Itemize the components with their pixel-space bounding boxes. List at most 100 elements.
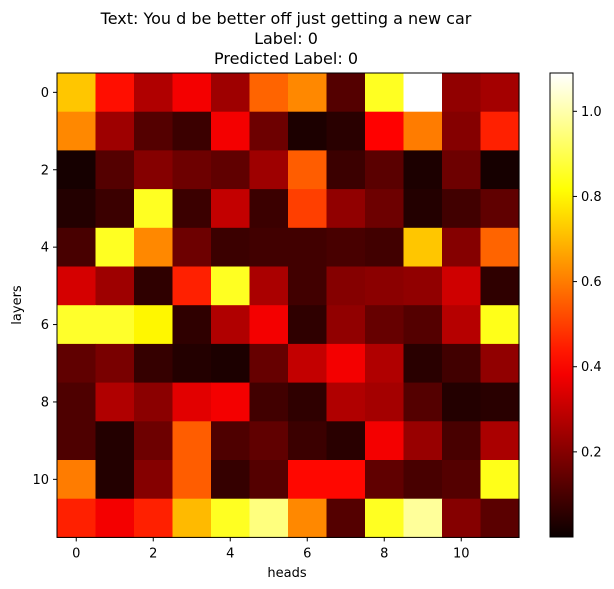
colorbar-tick-label: 0.2 <box>581 445 602 460</box>
heatmap-cell <box>326 73 366 113</box>
heatmap-cell <box>211 382 251 422</box>
y-tick-label: 8 <box>41 395 49 410</box>
colorbar <box>549 72 574 538</box>
heatmap-cell <box>57 111 97 151</box>
heatmap-cell <box>365 150 405 190</box>
heatmap-cell <box>480 150 520 190</box>
heatmap-cell <box>442 498 482 538</box>
x-tick-label: 0 <box>72 546 80 561</box>
heatmap-cell <box>403 460 443 500</box>
heatmap-cell <box>326 150 366 190</box>
y-tick-label: 2 <box>41 163 49 178</box>
title-line-text: Text: You d be better off just getting a… <box>100 9 472 28</box>
heatmap-cell <box>403 189 443 229</box>
heatmap-cell <box>134 266 174 306</box>
title-line-predicted: Predicted Label: 0 <box>214 49 358 68</box>
x-axis-label: heads <box>267 566 306 581</box>
heatmap-cell <box>288 305 328 345</box>
heatmap-cell <box>249 460 289 500</box>
heatmap-cell <box>95 266 135 306</box>
heatmap-cell <box>95 460 135 500</box>
heatmap-cell <box>442 460 482 500</box>
heatmap-cell <box>249 343 289 384</box>
heatmap-cell <box>211 460 251 500</box>
heatmap-cell <box>172 382 212 422</box>
x-tick-label: 4 <box>226 546 234 561</box>
heatmap-cell <box>249 73 289 113</box>
heatmap-cell <box>134 498 174 538</box>
heatmap-cell <box>288 421 328 461</box>
heatmap-cell <box>172 460 212 500</box>
heatmap-cell <box>326 382 366 422</box>
heatmap-cell <box>442 189 482 229</box>
heatmap-cell <box>480 498 520 538</box>
heatmap-cell <box>211 111 251 151</box>
heatmap-cell <box>95 189 135 229</box>
chart-title: Text: You d be better off just getting a… <box>100 9 472 68</box>
heatmap-cell <box>211 73 251 113</box>
heatmap-cell <box>134 460 174 500</box>
x-tick-label: 6 <box>303 546 311 561</box>
heatmap-cell <box>95 421 135 461</box>
heatmap-cell <box>57 498 97 538</box>
heatmap-cell <box>403 498 443 538</box>
heatmap-cell <box>57 343 97 384</box>
heatmap-cell <box>249 150 289 190</box>
heatmap-cell <box>95 73 135 113</box>
heatmap-cell <box>442 305 482 345</box>
heatmap-cell <box>288 73 328 113</box>
heatmap-cell <box>95 382 135 422</box>
heatmap-cell <box>442 343 482 384</box>
heatmap-cell <box>172 189 212 229</box>
heatmap-cell <box>57 189 97 229</box>
heatmap-cell <box>442 73 482 113</box>
heatmap-cell <box>211 266 251 306</box>
heatmap-cell <box>288 498 328 538</box>
heatmap-cell <box>57 227 97 268</box>
heatmap-cell <box>249 305 289 345</box>
heatmap-cell <box>365 343 405 384</box>
heatmap-cell <box>211 421 251 461</box>
heatmap-cell <box>172 111 212 151</box>
heatmap-cell <box>480 73 520 113</box>
heatmap-cell <box>480 382 520 422</box>
heatmap-cell <box>365 382 405 422</box>
heatmap-cell <box>172 343 212 384</box>
heatmap-cell <box>326 421 366 461</box>
heatmap-cell <box>442 266 482 306</box>
heatmap-cell <box>249 421 289 461</box>
heatmap-cell <box>134 305 174 345</box>
heatmap-cell <box>57 266 97 306</box>
heatmap-cell <box>249 266 289 306</box>
heatmap-cell <box>480 421 520 461</box>
heatmap-cell <box>288 266 328 306</box>
heatmap-cell <box>211 498 251 538</box>
heatmap-cell <box>134 421 174 461</box>
heatmap-cell <box>95 227 135 268</box>
heatmap-cell <box>249 111 289 151</box>
heatmap-cell <box>134 343 174 384</box>
x-tick-label: 10 <box>453 546 470 561</box>
heatmap-cell <box>403 382 443 422</box>
heatmap-cell <box>365 73 405 113</box>
heatmap-cell <box>288 227 328 268</box>
heatmap-cell <box>57 305 97 345</box>
heatmap-cell <box>211 150 251 190</box>
heatmap-cell <box>57 382 97 422</box>
heatmap-cell <box>249 189 289 229</box>
heatmap-cell <box>249 227 289 268</box>
heatmap-cell <box>95 111 135 151</box>
heatmap-cell <box>403 421 443 461</box>
heatmap-cell <box>172 305 212 345</box>
heatmap-cell <box>442 111 482 151</box>
title-line-label: Label: 0 <box>254 29 318 48</box>
heatmap-cell <box>134 111 174 151</box>
heatmap-cell <box>211 189 251 229</box>
heatmap-cell <box>326 305 366 345</box>
heatmap-cell <box>95 343 135 384</box>
heatmap-cell <box>288 189 328 229</box>
heatmap-cell <box>134 150 174 190</box>
heatmap-cell <box>365 460 405 500</box>
heatmap-cell <box>288 343 328 384</box>
heatmap-cell <box>211 227 251 268</box>
